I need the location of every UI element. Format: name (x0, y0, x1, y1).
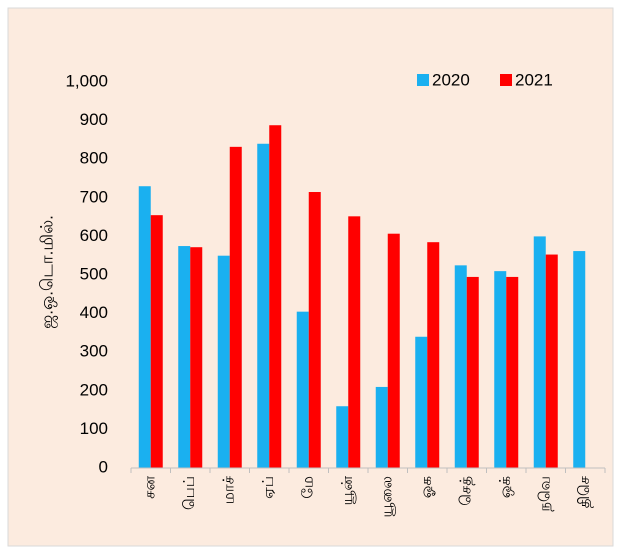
bar (217, 255, 230, 468)
bar (150, 215, 163, 468)
y-tick-label: 700 (80, 187, 108, 206)
x-tick-label: திசெ (576, 475, 593, 508)
bar (494, 271, 507, 468)
bar (454, 265, 467, 468)
y-tick-label: 900 (80, 110, 108, 129)
x-tick-label: யூன் (339, 476, 356, 506)
bar (387, 233, 400, 468)
bar (229, 146, 242, 468)
bar (573, 251, 586, 468)
bar (348, 216, 361, 468)
bar (466, 276, 479, 468)
bar (308, 192, 321, 468)
y-tick-label: 100 (80, 419, 108, 438)
x-tick-label: ஓக (418, 476, 435, 498)
y-tick-label: 600 (80, 226, 108, 245)
bar (296, 311, 309, 468)
legend-label: 2021 (515, 70, 553, 89)
bar (178, 246, 191, 468)
x-tick-label: சன (142, 476, 159, 499)
bar (269, 125, 282, 469)
x-tick-label: நவெ (537, 476, 554, 512)
x-tick-label: செத் (458, 476, 475, 506)
x-tick-label: மே (300, 476, 317, 499)
y-tick-label: 500 (80, 264, 108, 283)
bar (257, 143, 270, 468)
y-tick-label: 400 (80, 303, 108, 322)
y-tick-label: 300 (80, 342, 108, 361)
bar (336, 406, 349, 468)
bar (427, 242, 440, 468)
x-tick-label: ஒக் (497, 476, 514, 498)
legend-label: 2020 (432, 70, 470, 89)
bar (415, 336, 428, 468)
y-axis-label: ஜ.ஒ.டொ.மில். (37, 215, 58, 329)
bar (190, 247, 203, 468)
y-tick-label: 1,000 (65, 71, 108, 90)
y-tick-label: 0 (99, 457, 108, 476)
y-tick-label: 800 (80, 149, 108, 168)
bar (506, 276, 519, 468)
bar (533, 236, 546, 468)
bar (138, 186, 151, 468)
x-tick-label: மாச் (221, 475, 238, 504)
legend-swatch (500, 74, 512, 86)
x-tick-label: ஏப் (260, 476, 277, 499)
bar (545, 254, 558, 468)
x-tick-label: பெப் (181, 476, 198, 510)
bar (375, 386, 388, 468)
legend-swatch (417, 74, 429, 86)
x-tick-label: யூலை (379, 476, 396, 518)
y-tick-label: 200 (80, 380, 108, 399)
